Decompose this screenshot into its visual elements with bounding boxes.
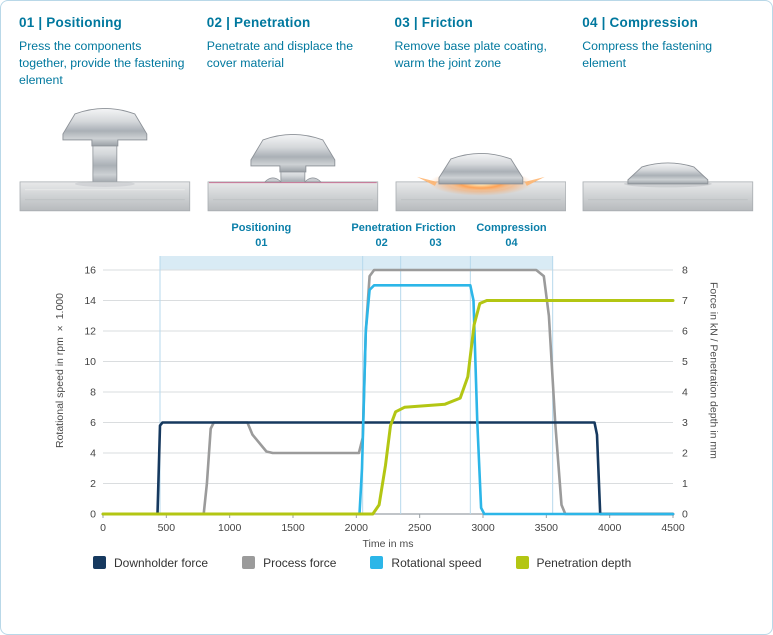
illustration-friction xyxy=(395,98,567,212)
svg-text:3000: 3000 xyxy=(471,522,495,534)
y-axis-right-title: Force in kN / Penetration depth in mm xyxy=(707,282,720,460)
svg-text:16: 16 xyxy=(84,264,96,276)
svg-text:1000: 1000 xyxy=(217,522,241,534)
legend-item-penetration-depth: Penetration depth xyxy=(515,555,632,570)
process-steps: 01 | Positioning Press the components to… xyxy=(1,1,772,214)
process-step-friction: 03 | Friction Remove base plate coating,… xyxy=(395,15,567,212)
legend-label: Downholder force xyxy=(114,555,209,570)
step-heading: 04 | Compression xyxy=(582,15,699,30)
svg-text:2: 2 xyxy=(90,478,96,490)
svg-text:12: 12 xyxy=(84,325,96,337)
legend-item-process-force: Process force xyxy=(242,556,336,570)
svg-text:10: 10 xyxy=(84,356,96,368)
legend-swatch-downholder-force xyxy=(93,556,106,570)
y-axis-left-title: Rotational speed in rpm × 1.000 xyxy=(53,293,66,449)
legend-label: Penetration depth xyxy=(536,555,632,570)
chart-legend: Downholder force Process force Rotationa… xyxy=(1,554,772,570)
svg-text:8: 8 xyxy=(90,386,96,398)
step-description: Remove base plate coating, warm the join… xyxy=(394,39,547,70)
svg-text:6: 6 xyxy=(90,417,96,429)
svg-text:5: 5 xyxy=(682,356,688,368)
svg-text:0: 0 xyxy=(90,508,96,520)
step-description: Compress the fastening element xyxy=(582,39,713,70)
svg-text:14: 14 xyxy=(84,295,96,307)
process-chart: 0246810121416012345678Positioning01Penet… xyxy=(84,222,688,550)
process-step-positioning: 01 | Positioning Press the components to… xyxy=(19,15,191,212)
legend-swatch-process-force xyxy=(242,556,256,570)
svg-text:Penetration: Penetration xyxy=(351,222,412,234)
svg-text:2: 2 xyxy=(682,447,688,459)
legend-item-downholder-force: Downholder force xyxy=(93,556,208,570)
svg-text:8: 8 xyxy=(682,264,688,276)
step-description: Penetrate and displace the cover materia… xyxy=(206,39,354,70)
step-heading: 01 | Positioning xyxy=(19,15,122,30)
svg-text:04: 04 xyxy=(505,237,518,249)
legend-label: Process force xyxy=(263,555,337,570)
svg-text:03: 03 xyxy=(429,237,441,249)
process-step-compression: 04 | Compression Compress the fastening … xyxy=(582,15,754,212)
svg-text:7: 7 xyxy=(682,295,688,307)
legend-swatch-penetration-depth xyxy=(515,556,529,570)
legend-item-rotational-speed: Rotational speed xyxy=(370,555,482,570)
svg-text:2500: 2500 xyxy=(407,522,431,534)
svg-text:02: 02 xyxy=(375,237,387,249)
illustration-positioning xyxy=(19,98,191,212)
svg-text:6: 6 xyxy=(682,325,688,337)
step-description: Press the components together, provide t… xyxy=(19,39,185,87)
svg-text:Compression: Compression xyxy=(476,222,547,234)
svg-text:0: 0 xyxy=(100,522,106,534)
svg-text:3: 3 xyxy=(682,417,688,429)
step-heading: 03 | Friction xyxy=(394,15,473,30)
svg-text:Positioning: Positioning xyxy=(231,222,291,234)
svg-text:Friction: Friction xyxy=(415,222,456,234)
chart-area: Rotational speed in rpm × 1.000 0 2 4 6 8 10 1… xyxy=(1,214,772,554)
svg-text:4000: 4000 xyxy=(597,522,621,534)
svg-text:0: 0 xyxy=(682,508,688,520)
svg-text:1500: 1500 xyxy=(281,522,305,534)
svg-text:4: 4 xyxy=(90,447,96,459)
illustration-compression xyxy=(582,98,754,212)
svg-text:4500: 4500 xyxy=(661,522,685,534)
svg-text:4: 4 xyxy=(682,386,688,398)
svg-text:3500: 3500 xyxy=(534,522,558,534)
svg-text:1: 1 xyxy=(682,478,688,490)
legend-swatch-rotational-speed xyxy=(370,556,384,570)
legend-label: Rotational speed xyxy=(391,555,482,570)
svg-text:500: 500 xyxy=(157,522,175,534)
svg-text:Time in ms: Time in ms xyxy=(362,538,413,550)
svg-text:2000: 2000 xyxy=(344,522,368,534)
illustration-penetration xyxy=(207,98,379,212)
process-step-penetration: 02 | Penetration Penetrate and displace … xyxy=(207,15,379,212)
svg-text:01: 01 xyxy=(255,237,267,249)
step-heading: 02 | Penetration xyxy=(206,15,311,30)
